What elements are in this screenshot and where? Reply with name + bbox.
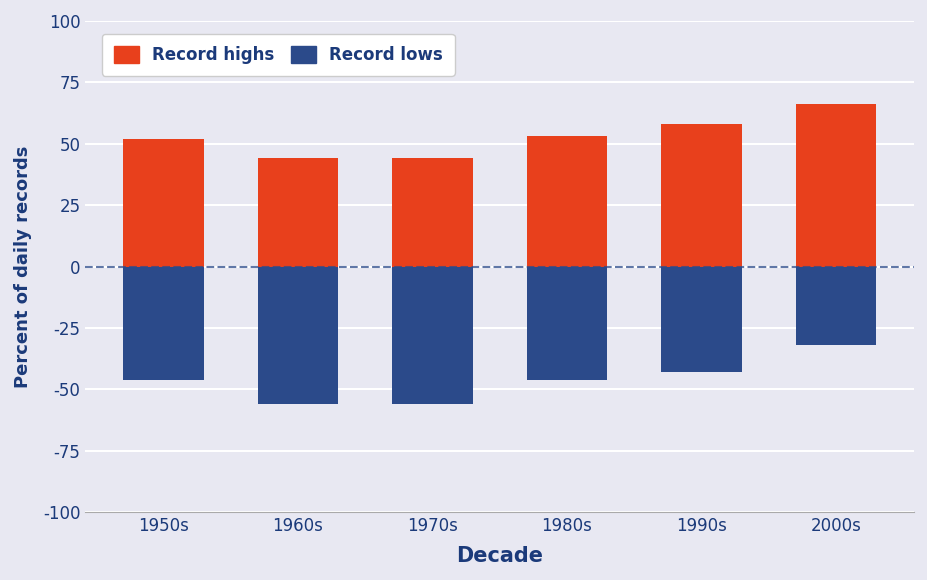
Bar	[527, 267, 606, 379]
Bar	[794, 267, 875, 345]
Bar	[660, 267, 741, 372]
Bar	[258, 158, 338, 267]
Bar	[794, 104, 875, 267]
X-axis label: Decade: Decade	[456, 546, 542, 566]
Bar	[258, 267, 338, 404]
Y-axis label: Percent of daily records: Percent of daily records	[14, 146, 32, 387]
Bar	[392, 158, 473, 267]
Bar	[660, 124, 741, 267]
Bar	[123, 267, 204, 379]
Legend: Record highs, Record lows: Record highs, Record lows	[102, 34, 454, 75]
Bar	[527, 136, 606, 267]
Bar	[123, 139, 204, 267]
Bar	[392, 267, 473, 404]
